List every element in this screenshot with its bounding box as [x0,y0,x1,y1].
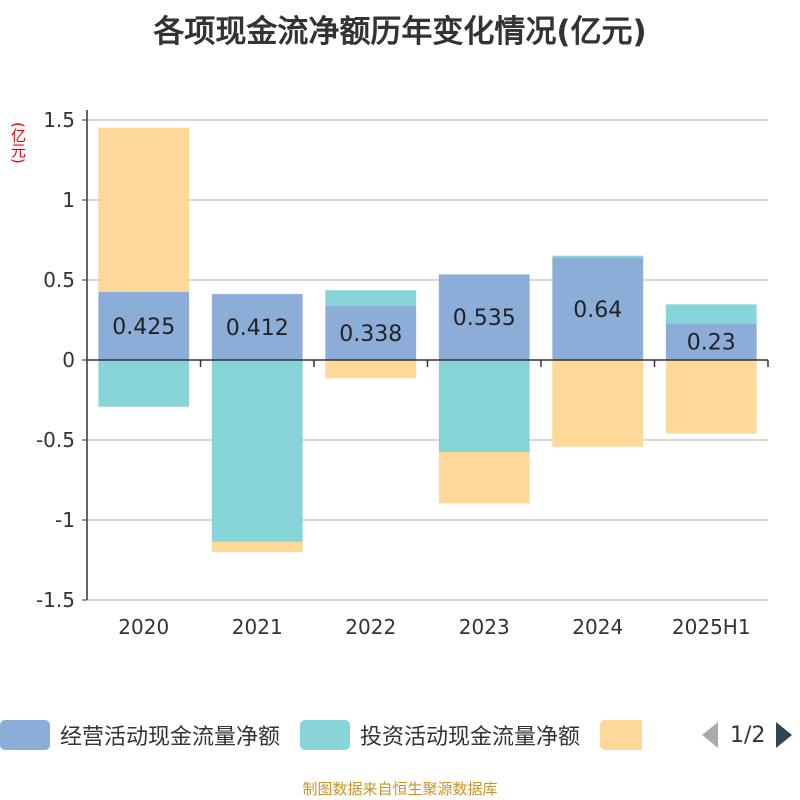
y-tick-label: 1 [62,188,75,212]
legend-label: 投资活动现金流量净额 [360,725,581,750]
bar-2023-series2 [438,452,530,504]
bar-2024-series2 [552,360,644,447]
data-label: 0.412 [226,316,289,341]
bar-2021-series1 [211,360,303,542]
data-label: 0.535 [453,306,516,331]
x-tick-label: 2022 [345,615,396,639]
bar-2025H1-series2 [665,360,757,434]
next-page-icon[interactable] [773,720,795,750]
y-tick-label: -1 [55,508,75,532]
bar-2022-series2 [325,360,417,379]
y-tick-label: 0.5 [43,268,75,292]
legend-pager: 1/2 [700,718,795,752]
bar-2024-series0 [552,257,644,360]
legend-item-operating[interactable]: 经营活动现金流量净额 [0,719,280,751]
data-label: 0.425 [112,315,175,340]
x-tick-label: 2025H1 [672,615,751,639]
bar-2023-series0 [438,274,530,360]
legend-swatch [0,720,50,750]
bar-2024-series1 [552,255,644,258]
data-label: 0.64 [573,298,622,323]
chart-title: 各项现金流净额历年变化情况(亿元) [153,14,647,50]
y-tick-label: -0.5 [36,428,75,452]
legend-swatch [300,720,351,750]
bar-2025H1-series0 [665,323,757,360]
data-label: 0.338 [339,322,402,347]
bar-2020-series0 [98,292,190,360]
bar-2023-series1 [438,360,530,452]
bar-2020-series2 [98,127,190,293]
x-tick-label: 2023 [459,615,510,639]
bar-2021-series0 [211,294,303,360]
legend-label: 经营活动现金流量净额 [60,725,281,750]
legend-item-third[interactable] [600,720,652,750]
bar-chart: -1.5 -1 -0.5 0 0.5 1 1.5 0.425 2020 0.412 2021 0.33… [36,108,769,639]
y-tick-label: 1.5 [43,108,75,132]
data-source: 制图数据来自恒生聚源数据库 [302,780,498,798]
bar-2021-series2 [211,541,303,553]
bar-2022-series1 [325,290,417,306]
y-tick-label: 0 [62,348,75,372]
legend-swatch [600,720,643,750]
x-tick-label: 2024 [572,615,623,639]
prev-page-icon[interactable] [700,720,722,750]
legend: 经营活动现金流量净额 投资活动现金流量净额 [0,718,672,752]
bar-2025H1-series1 [665,304,757,324]
legend-page-indicator: 1/2 [730,722,766,748]
data-label: 0.23 [687,331,736,356]
x-tick-label: 2020 [118,615,169,639]
bar-2020-series1 [98,360,190,407]
y-tick-label: -1.5 [36,588,75,612]
legend-item-investing[interactable]: 投资活动现金流量净额 [300,719,580,751]
x-tick-label: 2021 [232,615,283,639]
y-axis-unit: (亿元) [9,122,27,164]
bar-2022-series0 [325,305,417,360]
